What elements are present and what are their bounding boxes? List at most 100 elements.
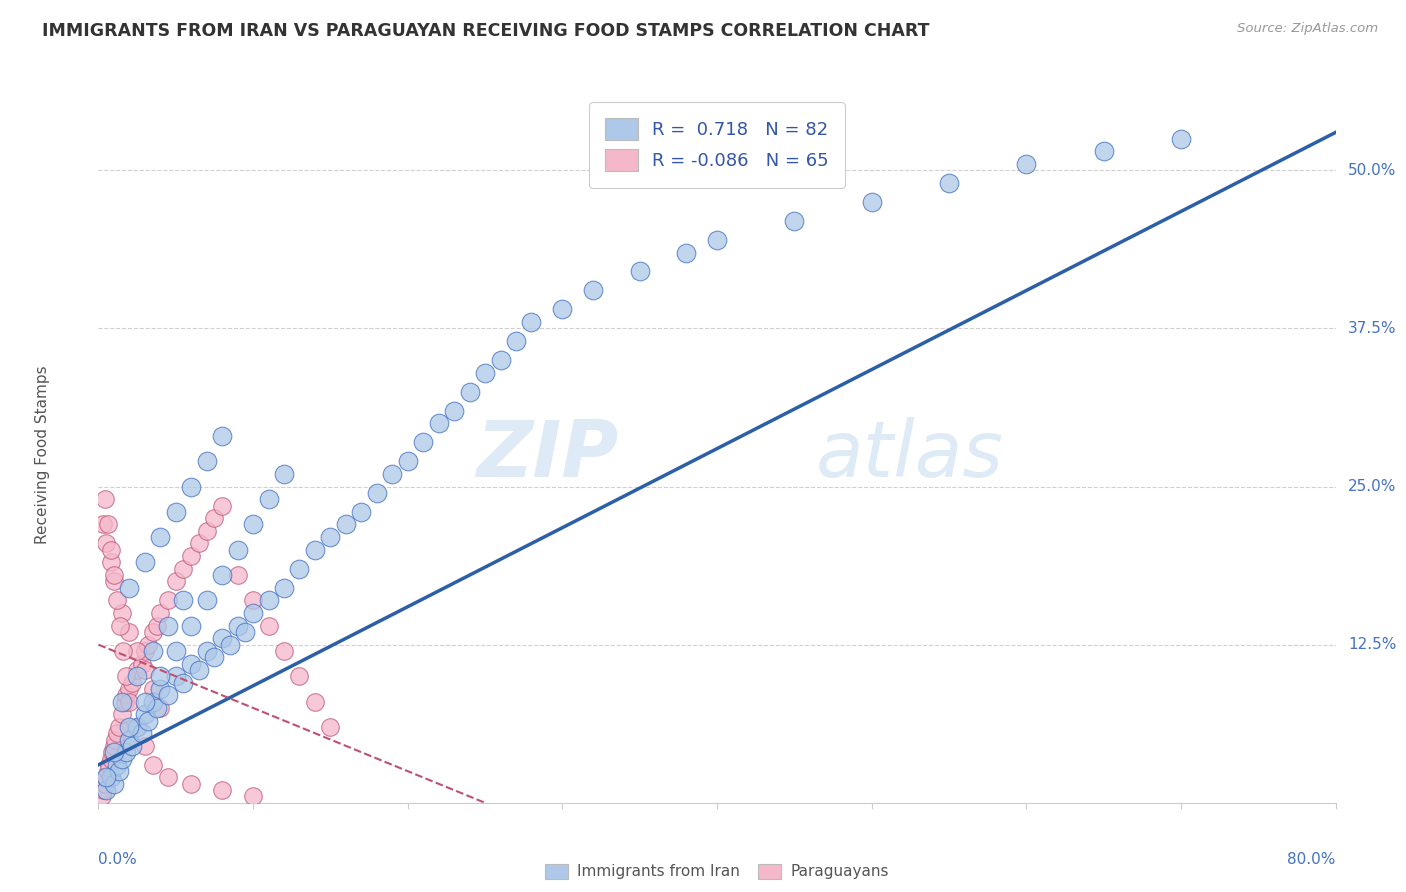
Point [149, 606, 172, 620]
Point [149, 701, 172, 715]
Point [105, 593, 128, 607]
Point [211, 632, 233, 646]
Point [111, 606, 132, 620]
Point [165, 505, 187, 519]
Point [257, 618, 280, 632]
Point [165, 644, 187, 658]
Point [146, 701, 169, 715]
Point [188, 536, 211, 550]
Point [211, 568, 233, 582]
Point [134, 644, 156, 658]
Point [458, 384, 481, 399]
Point [489, 353, 512, 368]
Point [157, 618, 180, 632]
Point [100, 542, 122, 557]
Point [141, 681, 165, 696]
Point [97, 517, 120, 532]
Point [111, 695, 132, 709]
Point [108, 618, 131, 632]
Point [350, 505, 373, 519]
Point [412, 435, 434, 450]
Legend: Immigrants from Iran, Paraguayans: Immigrants from Iran, Paraguayans [538, 857, 896, 886]
Point [427, 417, 450, 431]
Point [105, 757, 128, 772]
Point [180, 618, 202, 632]
Point [131, 657, 153, 671]
Point [204, 650, 226, 665]
Point [783, 214, 806, 228]
Point [860, 194, 883, 209]
Point [211, 499, 233, 513]
Point [235, 625, 257, 640]
Point [319, 530, 342, 544]
Point [628, 264, 651, 278]
Point [91, 783, 114, 797]
Point [105, 726, 128, 740]
Point [226, 618, 249, 632]
Point [136, 714, 159, 728]
Point [103, 739, 125, 753]
Point [131, 726, 153, 740]
Text: atlas: atlas [815, 417, 1004, 493]
Point [100, 751, 122, 765]
Point [172, 593, 194, 607]
Point [319, 720, 342, 734]
Point [134, 663, 156, 677]
Point [157, 593, 180, 607]
Point [121, 739, 143, 753]
Point [335, 517, 357, 532]
Point [204, 511, 226, 525]
Text: 25.0%: 25.0% [1348, 479, 1396, 494]
Point [134, 739, 156, 753]
Point [97, 764, 120, 779]
Point [242, 593, 264, 607]
Point [103, 745, 125, 759]
Point [242, 517, 264, 532]
Point [91, 517, 114, 532]
Point [134, 695, 156, 709]
Text: Source: ZipAtlas.com: Source: ZipAtlas.com [1237, 22, 1378, 36]
Point [396, 454, 419, 468]
Point [118, 732, 141, 747]
Point [127, 644, 149, 658]
Point [96, 783, 118, 797]
Point [101, 745, 124, 759]
Point [242, 789, 264, 804]
Point [195, 524, 218, 538]
Point [115, 688, 138, 702]
Point [381, 467, 404, 481]
Point [118, 581, 141, 595]
Point [195, 593, 218, 607]
Point [98, 757, 121, 772]
Point [115, 745, 138, 759]
Point [273, 467, 295, 481]
Point [141, 695, 165, 709]
Point [582, 284, 605, 298]
Point [146, 618, 169, 632]
Point [111, 751, 132, 765]
Point [127, 663, 149, 677]
Text: IMMIGRANTS FROM IRAN VS PARAGUAYAN RECEIVING FOOD STAMPS CORRELATION CHART: IMMIGRANTS FROM IRAN VS PARAGUAYAN RECEI… [42, 22, 929, 40]
Point [114, 695, 136, 709]
Point [93, 492, 115, 507]
Text: 80.0%: 80.0% [1288, 852, 1336, 866]
Point [180, 657, 202, 671]
Point [96, 771, 118, 785]
Text: 37.5%: 37.5% [1348, 321, 1396, 336]
Point [100, 771, 122, 785]
Point [115, 669, 138, 683]
Point [288, 669, 311, 683]
Point [938, 176, 960, 190]
Point [257, 492, 280, 507]
Point [242, 606, 264, 620]
Point [706, 233, 728, 247]
Point [474, 366, 496, 380]
Point [118, 720, 141, 734]
Point [1015, 157, 1038, 171]
Point [121, 675, 143, 690]
Point [149, 669, 172, 683]
Point [141, 757, 165, 772]
Point [127, 720, 149, 734]
Point [288, 562, 311, 576]
Point [107, 720, 129, 734]
